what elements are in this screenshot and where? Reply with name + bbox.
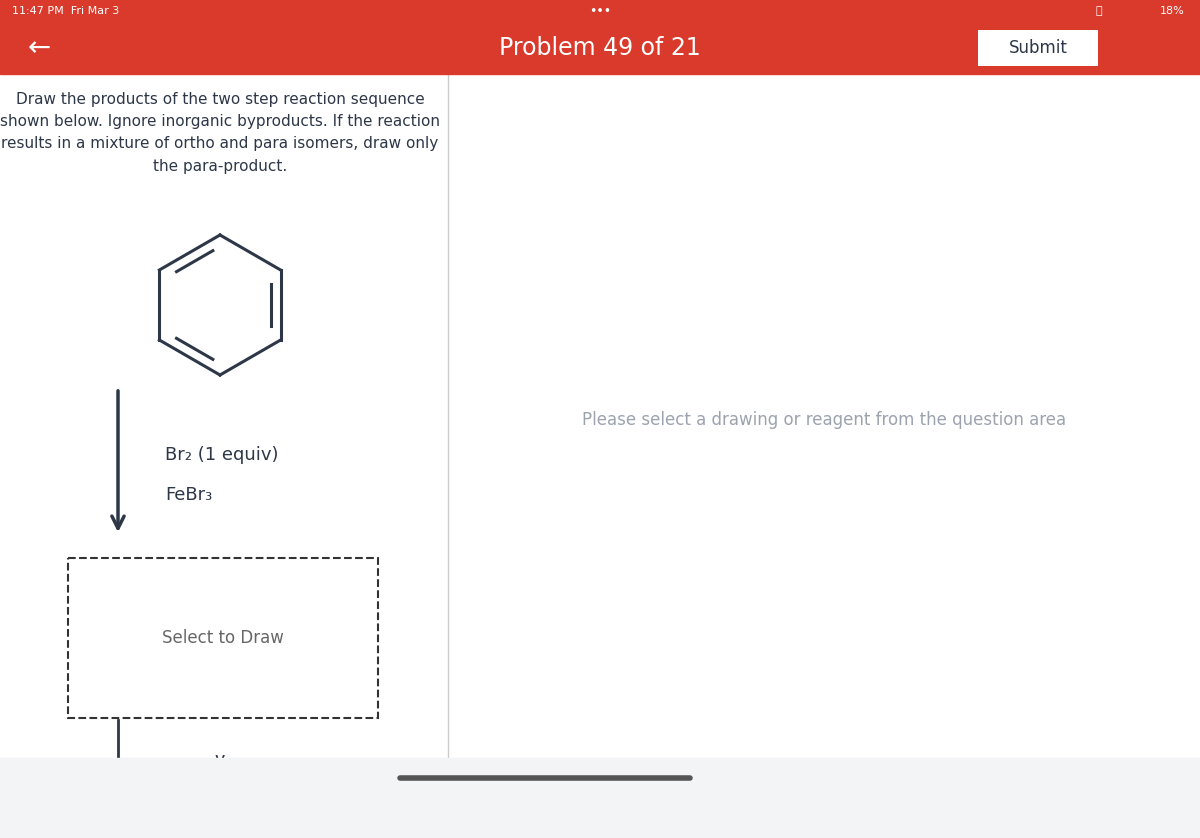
Text: Br₂ (1 equiv): Br₂ (1 equiv) [166,446,278,464]
Bar [0,0,1200,22]
Bar [0,22,1200,74]
Text: ←: ← [28,34,52,62]
Text: 11:47 PM  Fri Mar 3: 11:47 PM Fri Mar 3 [12,6,119,16]
Text: Select to Draw: Select to Draw [162,629,284,647]
Text: Submit: Submit [1008,39,1068,57]
Text: Draw the products of the two step reaction sequence
shown below. Ignore inorgani: Draw the products of the two step reacti… [0,92,440,173]
Bar [0,758,1200,838]
Text: Please select a drawing or reagent from the question area: Please select a drawing or reagent from … [582,411,1066,429]
Text: FeBr₃: FeBr₃ [166,486,212,504]
Bar [978,30,1098,66]
Text: :  [1096,6,1102,16]
Text: 18%: 18% [1160,6,1186,16]
Text: ∨: ∨ [212,751,227,769]
Bar [68,558,378,718]
Text: Problem 49 of 21: Problem 49 of 21 [499,36,701,60]
Text: •••: ••• [589,4,611,18]
